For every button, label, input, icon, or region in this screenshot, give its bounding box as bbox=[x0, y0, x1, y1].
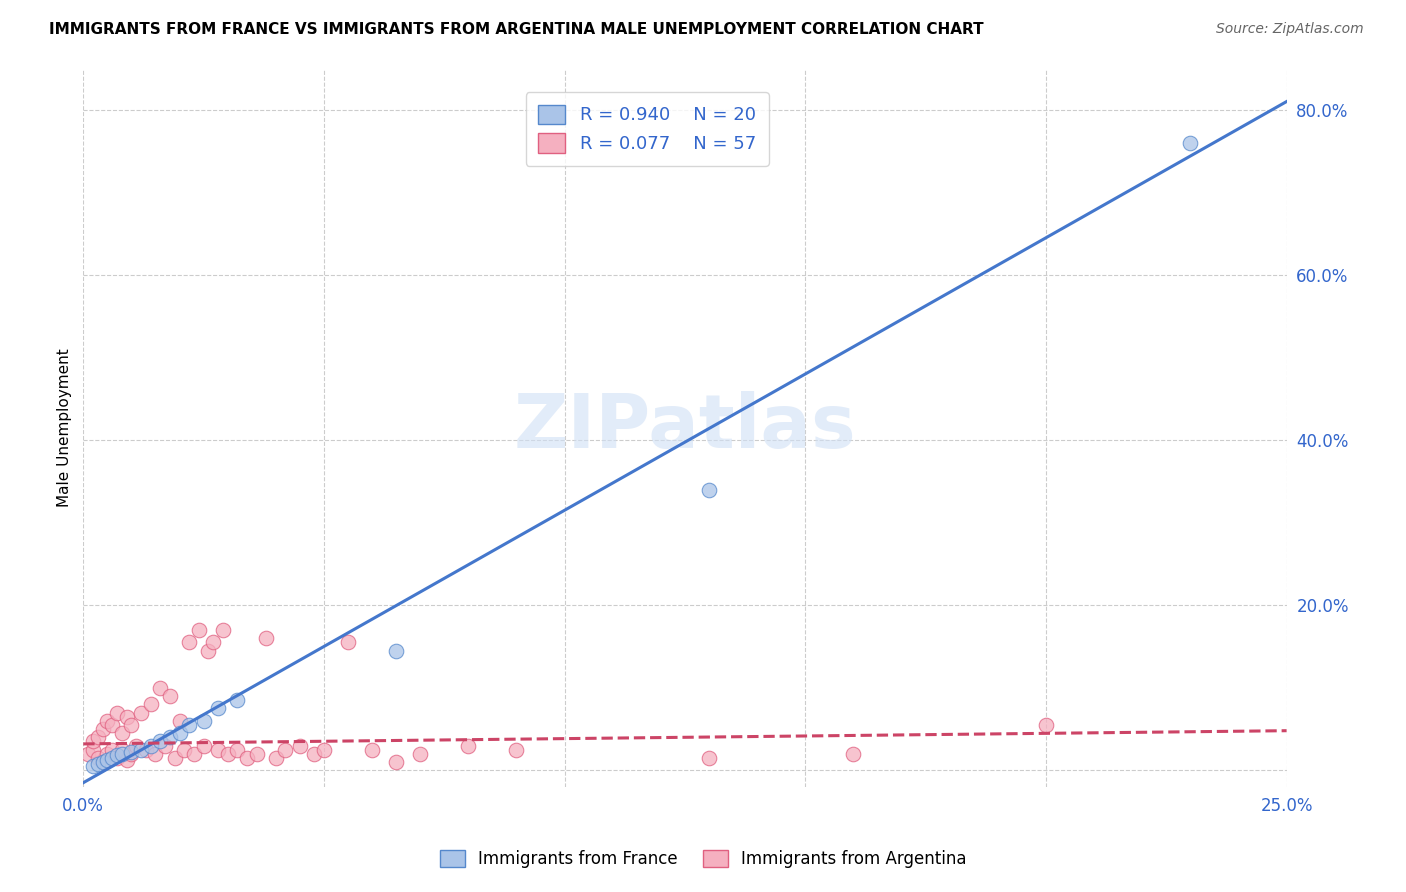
Point bbox=[236, 751, 259, 765]
Point bbox=[129, 742, 152, 756]
Point bbox=[149, 681, 172, 695]
Point bbox=[697, 751, 720, 765]
Point bbox=[337, 635, 360, 649]
Y-axis label: Male Unemployment: Male Unemployment bbox=[58, 348, 72, 507]
Text: IMMIGRANTS FROM FRANCE VS IMMIGRANTS FROM ARGENTINA MALE UNEMPLOYMENT CORRELATIO: IMMIGRANTS FROM FRANCE VS IMMIGRANTS FRO… bbox=[49, 22, 984, 37]
Point bbox=[187, 623, 209, 637]
Point bbox=[115, 753, 138, 767]
Point bbox=[697, 483, 720, 497]
Point bbox=[82, 742, 104, 756]
Point bbox=[245, 747, 267, 761]
Point bbox=[385, 755, 408, 769]
Point bbox=[115, 709, 138, 723]
Point bbox=[409, 747, 432, 761]
Point bbox=[105, 706, 128, 720]
Point bbox=[212, 623, 235, 637]
Point bbox=[304, 747, 326, 761]
Point bbox=[105, 748, 128, 763]
Point bbox=[105, 751, 128, 765]
Point bbox=[77, 747, 100, 761]
Point bbox=[179, 635, 201, 649]
Point bbox=[193, 739, 215, 753]
Point bbox=[254, 631, 277, 645]
Point bbox=[101, 751, 124, 765]
Point bbox=[145, 747, 167, 761]
Point bbox=[82, 734, 104, 748]
Point bbox=[139, 739, 162, 753]
Point bbox=[197, 643, 219, 657]
Point bbox=[207, 742, 229, 756]
Point bbox=[264, 751, 287, 765]
Point bbox=[226, 742, 249, 756]
Point bbox=[120, 718, 142, 732]
Point bbox=[169, 714, 191, 728]
Point bbox=[169, 726, 191, 740]
Point bbox=[179, 718, 201, 732]
Point bbox=[312, 742, 335, 756]
Point bbox=[96, 747, 118, 761]
Legend: Immigrants from France, Immigrants from Argentina: Immigrants from France, Immigrants from … bbox=[433, 843, 973, 875]
Point bbox=[111, 747, 134, 761]
Point bbox=[129, 706, 152, 720]
Point bbox=[207, 701, 229, 715]
Point bbox=[159, 689, 181, 703]
Point bbox=[87, 751, 110, 765]
Point bbox=[153, 739, 176, 753]
Point bbox=[1180, 136, 1202, 150]
Point bbox=[1035, 718, 1057, 732]
Point bbox=[457, 739, 479, 753]
Point bbox=[82, 759, 104, 773]
Point bbox=[193, 714, 215, 728]
Point bbox=[91, 755, 114, 769]
Point bbox=[163, 751, 186, 765]
Point bbox=[96, 753, 118, 767]
Point bbox=[361, 742, 384, 756]
Text: ZIPatlas: ZIPatlas bbox=[513, 392, 856, 464]
Point bbox=[111, 742, 134, 756]
Point bbox=[91, 722, 114, 736]
Point bbox=[183, 747, 205, 761]
Point bbox=[101, 742, 124, 756]
Point bbox=[125, 739, 148, 753]
Legend: R = 0.940    N = 20, R = 0.077    N = 57: R = 0.940 N = 20, R = 0.077 N = 57 bbox=[526, 92, 769, 166]
Point bbox=[87, 756, 110, 771]
Point bbox=[120, 745, 142, 759]
Point bbox=[202, 635, 225, 649]
Point bbox=[96, 714, 118, 728]
Point bbox=[101, 718, 124, 732]
Point bbox=[288, 739, 311, 753]
Point bbox=[173, 742, 195, 756]
Point bbox=[226, 693, 249, 707]
Point bbox=[159, 731, 181, 745]
Point bbox=[505, 742, 527, 756]
Point bbox=[135, 742, 157, 756]
Point bbox=[842, 747, 865, 761]
Point bbox=[87, 731, 110, 745]
Point bbox=[139, 698, 162, 712]
Point bbox=[385, 643, 408, 657]
Text: Source: ZipAtlas.com: Source: ZipAtlas.com bbox=[1216, 22, 1364, 37]
Point bbox=[91, 755, 114, 769]
Point bbox=[149, 734, 172, 748]
Point bbox=[217, 747, 239, 761]
Point bbox=[120, 747, 142, 761]
Point bbox=[274, 742, 297, 756]
Point bbox=[111, 726, 134, 740]
